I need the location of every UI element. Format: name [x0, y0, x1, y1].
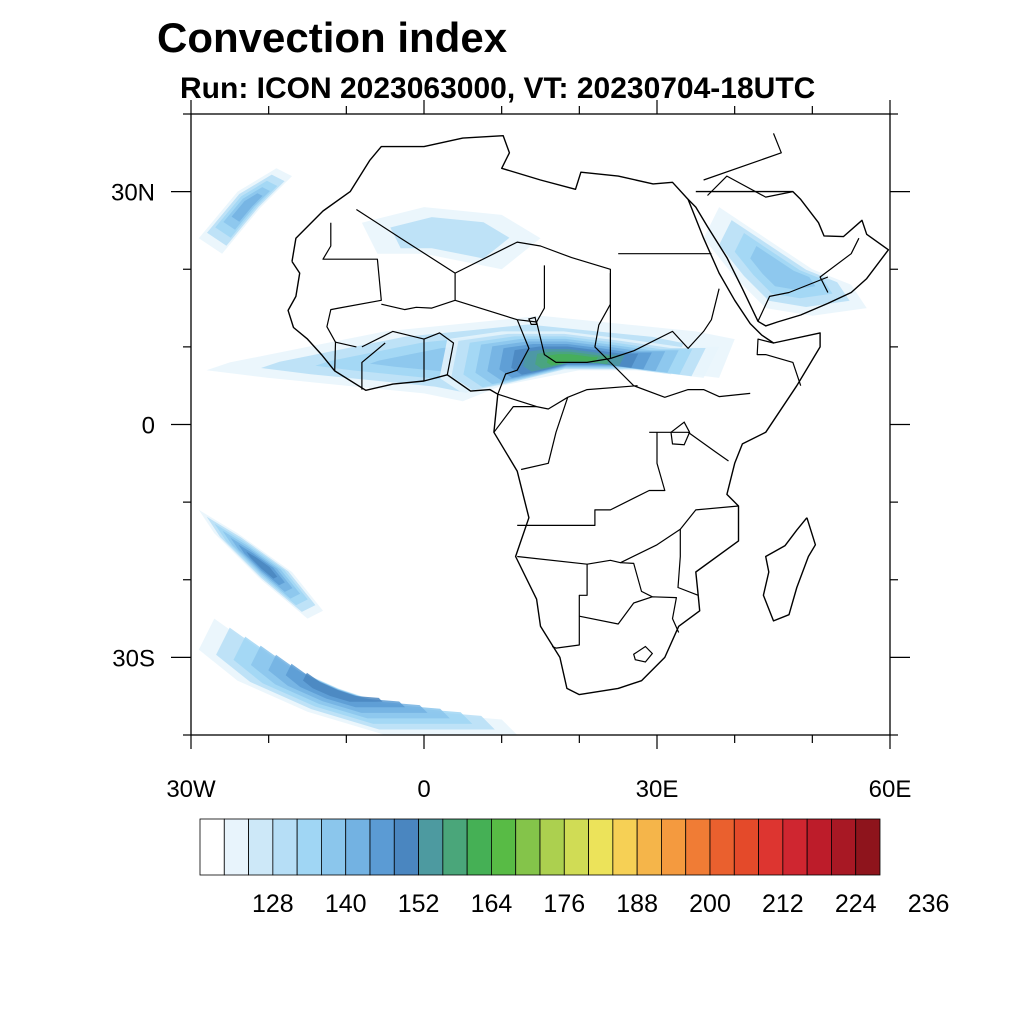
country-border — [677, 529, 699, 596]
country-border — [517, 432, 666, 527]
convection-region-southwest-plume — [246, 551, 278, 579]
colorbar-swatch — [733, 818, 759, 876]
colorbar-swatch — [685, 818, 711, 876]
axis-ticks — [171, 100, 910, 749]
colorbar-swatch — [321, 818, 347, 876]
colorbar-swatch — [466, 818, 492, 876]
colorbar-swatch — [588, 818, 614, 876]
colorbar-swatch — [491, 818, 517, 876]
colorbar-label: 212 — [762, 890, 804, 918]
convection-field-layer — [198, 168, 867, 735]
colorbar-label: 188 — [616, 890, 658, 918]
y-tick-label: 30N — [111, 180, 155, 207]
country-border — [649, 431, 729, 462]
country-border — [322, 222, 382, 348]
country-border — [517, 505, 739, 565]
map-frame — [190, 113, 891, 736]
country-border — [551, 564, 588, 649]
x-tick-label: 0 — [417, 776, 430, 803]
country-border — [536, 321, 611, 363]
country-border — [703, 133, 782, 181]
country-border — [454, 265, 546, 323]
colorbar-label: 200 — [689, 890, 731, 918]
country-border — [381, 273, 456, 311]
colorbar-swatch — [709, 818, 735, 876]
colorbar-swatch — [782, 818, 808, 876]
coastline-layer — [287, 133, 890, 696]
country-border — [361, 330, 455, 375]
colorbar-label: 224 — [835, 890, 877, 918]
x-tick-label: 30W — [166, 776, 216, 803]
colorbar-swatch — [855, 818, 881, 876]
chart-title: Convection index — [157, 14, 508, 61]
colorbar-label: 164 — [471, 890, 513, 918]
country-border — [579, 596, 680, 633]
country-border — [497, 319, 530, 395]
colorbar-swatch — [758, 818, 784, 876]
colorbar-swatch — [612, 818, 638, 876]
country-border — [520, 397, 569, 471]
x-tick-label: 30E — [636, 776, 679, 803]
outline-lesotho — [632, 645, 654, 663]
country-border — [610, 288, 720, 360]
colorbar-swatch — [248, 818, 274, 876]
x-tick-label: 60E — [869, 776, 912, 803]
convection-region-southern-plume — [303, 672, 383, 702]
country-border — [620, 562, 653, 598]
colorbar: 128 140 152 164 176 188 200 212 224 236 — [199, 818, 950, 918]
colorbar-swatch — [515, 818, 541, 876]
convection-region-arabia — [750, 246, 816, 290]
coastline-arabia-coast — [687, 190, 890, 327]
colorbar-swatch — [831, 818, 857, 876]
y-tick-label: 0 — [142, 413, 155, 440]
colorbar-label: 152 — [398, 890, 440, 918]
outline-lake-chad — [528, 316, 538, 325]
colorbar-swatch — [661, 818, 687, 876]
colorbar-label: 176 — [543, 890, 585, 918]
country-border — [756, 338, 802, 386]
colorbar-swatch — [369, 818, 395, 876]
coastline-madagascar — [762, 517, 817, 622]
y-tick-label: 30S — [112, 645, 155, 672]
colorbar-swatch — [272, 818, 298, 876]
colorbar-label: 236 — [908, 890, 950, 918]
colorbar-swatch — [418, 818, 444, 876]
colorbar-swatch — [345, 818, 371, 876]
country-border — [707, 175, 794, 198]
outline-lake-victoria — [670, 421, 691, 446]
colorbar-swatch — [806, 818, 832, 876]
chart-subtitle: Run: ICON 2023063000, VT: 20230704-18UTC — [180, 72, 816, 105]
country-border — [497, 385, 638, 410]
colorbar-swatch — [442, 818, 468, 876]
colorbar-swatch — [539, 818, 565, 876]
colorbar-swatch — [563, 818, 589, 876]
colorbar-swatch — [199, 818, 225, 876]
convection-region-sahara-patch — [390, 217, 510, 259]
colorbar-swatch — [296, 818, 322, 876]
colorbar-swatch — [393, 818, 419, 876]
country-border — [819, 237, 860, 293]
colorbar-label: 140 — [325, 890, 367, 918]
country-border — [757, 276, 829, 322]
country-border — [361, 342, 386, 390]
convection-region-atlantic-north — [231, 193, 263, 222]
colorbar-swatch — [223, 818, 249, 876]
country-border — [334, 342, 337, 371]
coastline-africa-coast — [287, 134, 821, 696]
axis-labels: 30W 0 30E 60E 30N 0 30S — [111, 180, 911, 803]
country-border — [493, 406, 537, 433]
country-border — [356, 208, 612, 359]
colorbar-label: 128 — [252, 890, 294, 918]
colorbar-swatch — [636, 818, 662, 876]
